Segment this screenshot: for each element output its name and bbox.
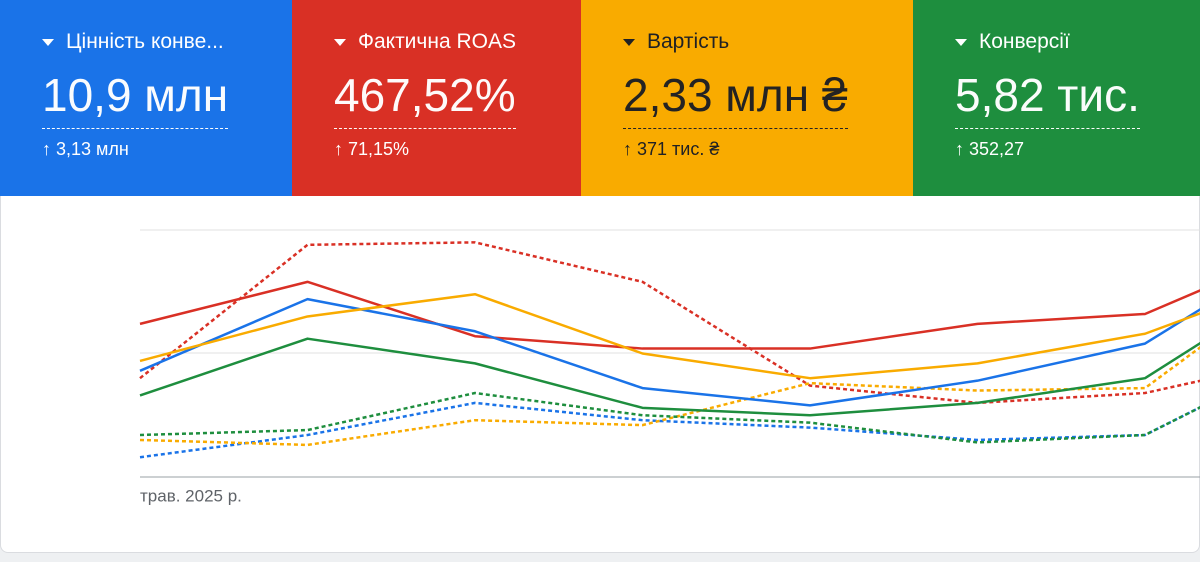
dropdown-icon <box>955 38 967 46</box>
dropdown-icon <box>623 38 635 46</box>
scorecard-value: 467,52% <box>334 68 516 129</box>
scorecard-header[interactable]: Вартість <box>623 30 913 54</box>
scorecard-delta: ↑ 71,15% <box>334 139 410 159</box>
dashed-line <box>139 241 1200 405</box>
scorecard-value: 10,9 млн <box>42 68 229 129</box>
scorecard-delta: ↑ 3,13 млн <box>42 139 129 159</box>
dashed-line <box>139 345 1200 447</box>
scorecard-title: Цінність конве... <box>66 30 224 53</box>
x-tick-label: трав. 2025 р. <box>140 486 242 505</box>
scorecard-header[interactable]: Конверсії <box>955 30 1200 54</box>
scorecard-title: Фактична ROAS <box>358 30 516 53</box>
scorecard[interactable]: Цінність конве... 10,9 млн ↑ 3,13 млн <box>0 0 292 196</box>
line <box>139 292 1200 380</box>
scorecard[interactable]: Конверсії 5,82 тис. ↑ 352,27 <box>913 0 1200 196</box>
line <box>139 337 1200 417</box>
chart: трав. 2025 р. <box>139 229 1200 505</box>
dashed-line <box>139 391 1200 444</box>
line <box>139 280 1200 350</box>
scorecard-header[interactable]: Цінність конве... <box>42 30 292 54</box>
scorecard[interactable]: Фактична ROAS 467,52% ↑ 71,15% <box>292 0 581 196</box>
scorecard-title: Конверсії <box>979 30 1070 53</box>
scorecard-header[interactable]: Фактична ROAS <box>334 30 581 54</box>
scorecard-delta: ↑ 371 тис. ₴ <box>623 139 720 159</box>
scorecard-value: 2,33 млн ₴ <box>623 68 848 129</box>
scorecard[interactable]: Вартість 2,33 млн ₴ ↑ 371 тис. ₴ <box>581 0 913 196</box>
line <box>139 297 1200 407</box>
dropdown-icon <box>42 38 54 46</box>
scorecard-title: Вартість <box>647 30 730 53</box>
dropdown-icon <box>334 38 346 46</box>
dashed-line <box>139 401 1200 459</box>
scorecard-value: 5,82 тис. <box>955 68 1140 129</box>
scorecard-delta: ↑ 352,27 <box>955 139 1025 159</box>
